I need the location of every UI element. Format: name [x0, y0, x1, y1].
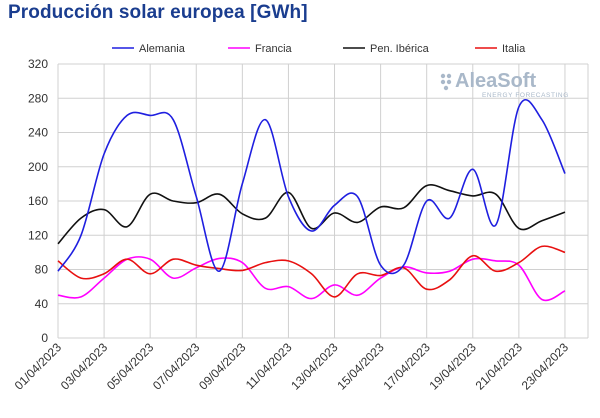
- x-tick-label: 07/04/2023: [150, 340, 203, 393]
- series-lines: [57, 99, 566, 302]
- legend: Alemania Francia Pen. Ibérica Italia: [112, 43, 526, 55]
- grid: [57, 63, 589, 339]
- x-tick-label: 05/04/2023: [104, 340, 157, 393]
- x-tick-label: 21/04/2023: [473, 340, 526, 393]
- logo-name: AleaSoft: [455, 70, 536, 92]
- y-axis-ticks: 0 40 80 120 160 200 240 280 320: [28, 57, 48, 345]
- x-tick-label: 01/04/2023: [12, 340, 65, 393]
- legend-label: Francia: [255, 43, 293, 55]
- y-tick-label: 0: [41, 331, 48, 345]
- y-tick-label: 200: [28, 160, 48, 174]
- y-tick-label: 40: [35, 297, 49, 311]
- series-line-pen-ib-rica: [57, 184, 566, 245]
- y-tick-label: 80: [35, 263, 49, 277]
- legend-item-italia: Italia: [475, 43, 526, 55]
- legend-item-alemania: Alemania: [112, 43, 186, 55]
- logo-dots-icon: [440, 73, 452, 91]
- y-tick-label: 320: [28, 57, 48, 71]
- x-tick-label: 13/04/2023: [288, 340, 341, 393]
- legend-label: Pen. Ibérica: [370, 43, 430, 55]
- x-tick-label: 17/04/2023: [380, 340, 433, 393]
- x-tick-label: 11/04/2023: [243, 340, 295, 392]
- y-tick-label: 280: [28, 91, 48, 105]
- logo-tagline: ENERGY FORECASTING: [482, 92, 569, 99]
- aleasoft-logo: AleaSoft ENERGY FORECASTING: [440, 70, 569, 99]
- legend-label: Alemania: [139, 43, 186, 55]
- x-tick-label: 15/04/2023: [334, 340, 387, 393]
- x-axis-ticks: 01/04/202303/04/202305/04/202307/04/2023…: [12, 340, 572, 393]
- y-tick-label: 160: [28, 194, 48, 208]
- series-line-alemania: [57, 99, 566, 275]
- y-tick-label: 240: [28, 126, 48, 140]
- x-tick-label: 19/04/2023: [427, 340, 480, 393]
- y-tick-label: 120: [28, 228, 48, 242]
- series-line-italia: [57, 245, 566, 298]
- legend-item-francia: Francia: [228, 43, 293, 55]
- x-tick-label: 23/04/2023: [519, 340, 572, 393]
- chart-title: Producción solar europea [GWh]: [8, 2, 308, 23]
- x-tick-label: 03/04/2023: [58, 340, 111, 393]
- legend-item-pen-ib-rica: Pen. Ibérica: [343, 43, 430, 55]
- legend-label: Italia: [502, 43, 526, 55]
- x-tick-label: 09/04/2023: [196, 340, 249, 393]
